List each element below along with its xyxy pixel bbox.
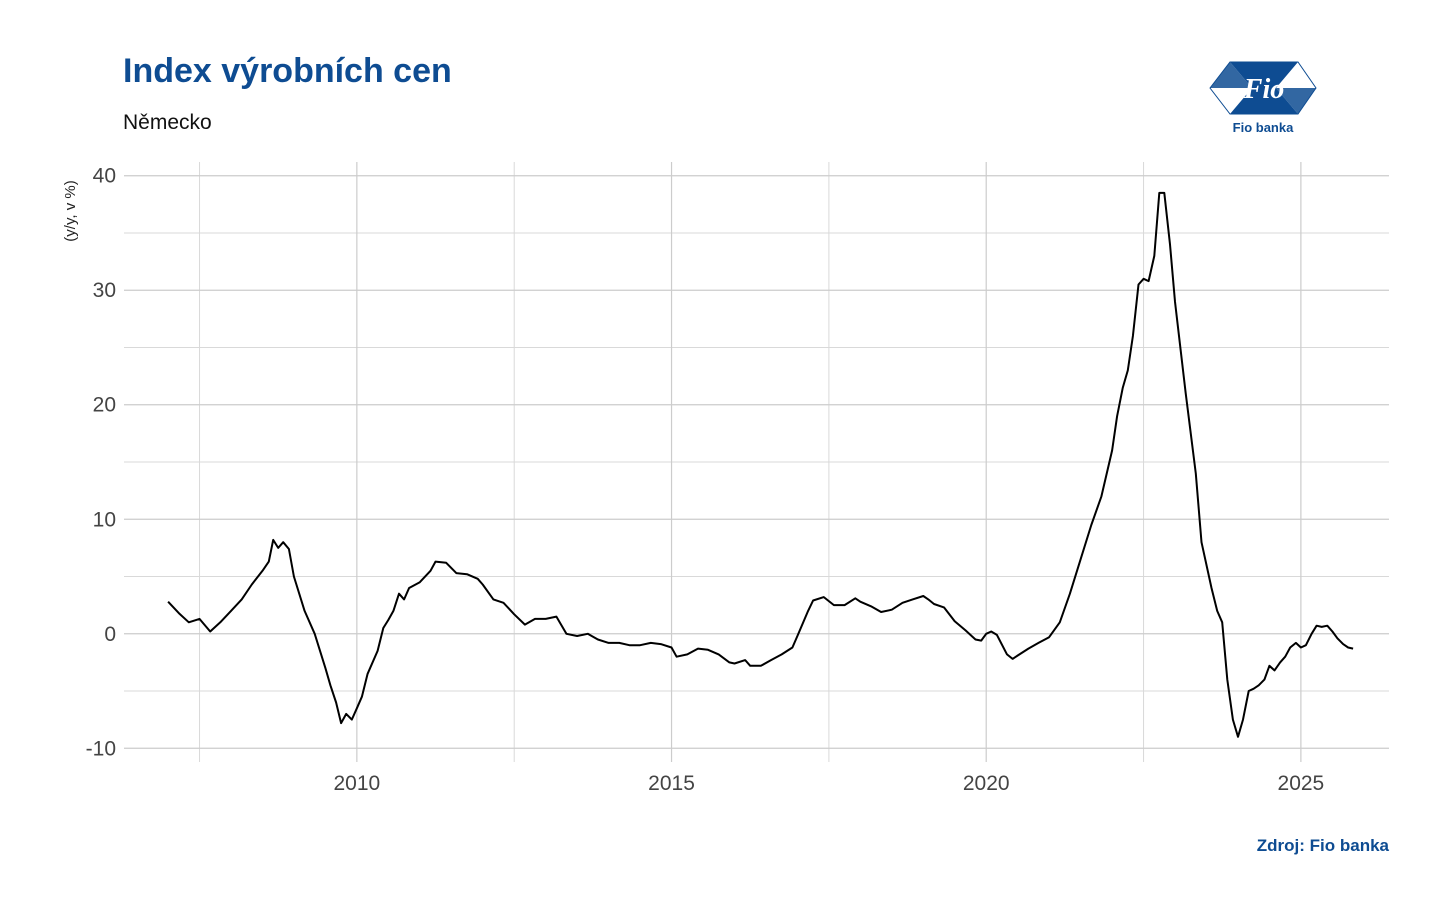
fio-banka-logo: Fio Fio banka <box>1206 58 1320 142</box>
x-tick-label: 2010 <box>334 772 381 795</box>
logo-caption: Fio banka <box>1232 120 1294 135</box>
y-tick-label: 10 <box>93 508 116 531</box>
y-axis-label: (y/y, v %) <box>62 180 79 241</box>
y-axis-ticks: -10 0 10 20 30 40 <box>86 165 116 761</box>
chart-subtitle: Německo <box>123 111 212 134</box>
major-gridlines <box>124 162 1389 762</box>
y-tick-label: -10 <box>86 737 116 760</box>
logo-mark-text: Fio <box>1243 74 1284 105</box>
x-tick-label: 2025 <box>1278 772 1325 795</box>
chart-title: Index výrobních cen <box>123 52 452 90</box>
x-axis-ticks: 2010 2015 2020 2025 <box>334 772 1325 795</box>
fio-flag-icon: Fio <box>1209 61 1317 115</box>
y-tick-label: 0 <box>104 623 116 646</box>
series-line <box>167 191 1354 738</box>
y-tick-label: 20 <box>93 394 116 417</box>
minor-gridlines <box>124 162 1389 762</box>
y-tick-label: 40 <box>93 165 116 188</box>
x-tick-label: 2020 <box>963 772 1010 795</box>
x-tick-label: 2015 <box>648 772 695 795</box>
source-note: Zdroj: Fio banka <box>1256 836 1389 855</box>
y-tick-label: 30 <box>93 279 116 302</box>
